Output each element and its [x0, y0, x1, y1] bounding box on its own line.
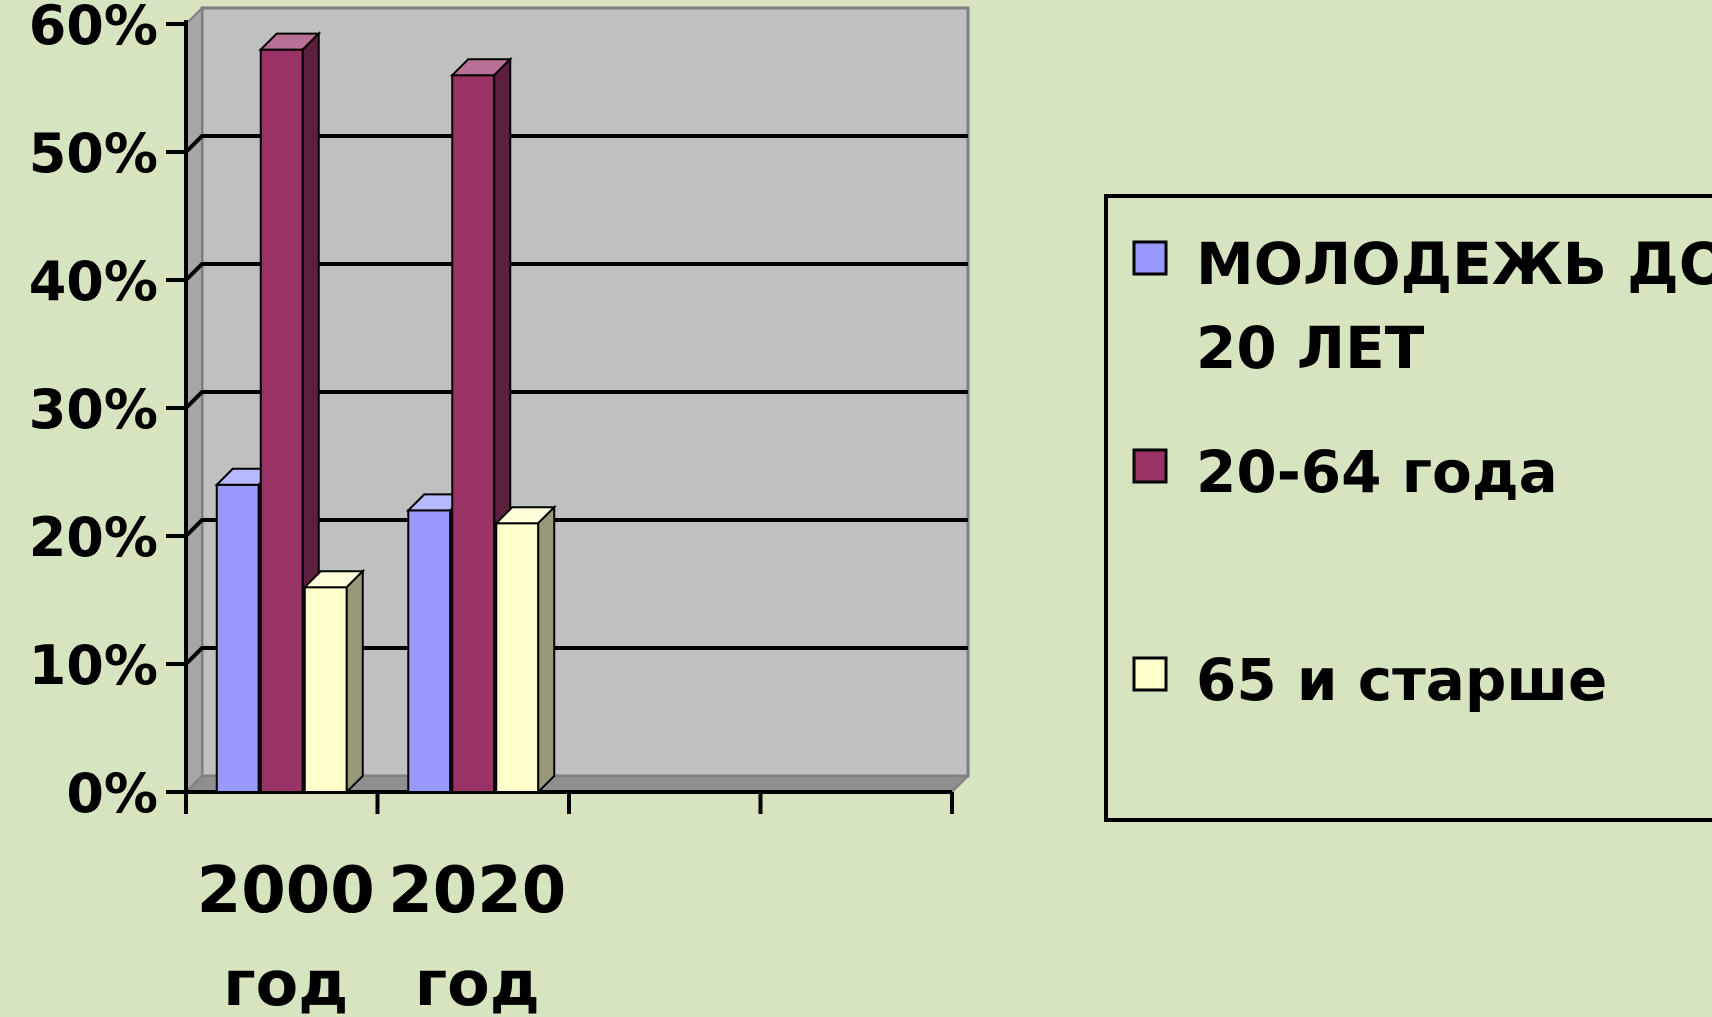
bar-side-3-2000: [345, 568, 364, 795]
x-tick-label-line2: год: [415, 947, 540, 1017]
bar-3-2020: [495, 522, 540, 793]
x-tick-label: 2020: [388, 854, 566, 928]
x-tick-label-line2: год: [223, 947, 348, 1017]
plot-area: 0% 10% 20% 30% 40% 50% 60% 2000 год 2020 год: [29, 0, 971, 1017]
gridline: [184, 390, 968, 410]
y-tick-label: 30%: [29, 378, 158, 441]
legend-swatch-1: [1132, 240, 1168, 276]
legend-box: [1104, 194, 1712, 822]
legend-label-1: 20 ЛЕТ: [1196, 314, 1425, 382]
bar-3-2000: [303, 586, 348, 794]
gridline: [184, 646, 968, 666]
y-tick-label: 10%: [29, 634, 158, 697]
legend-swatch-2: [1132, 448, 1168, 484]
gridline: [184, 518, 968, 538]
legend-label-1: МОЛОДЕЖЬ ДО: [1196, 230, 1712, 298]
x-tick-label: 2000: [197, 854, 375, 928]
y-tick-label: 40%: [29, 250, 158, 313]
bar-1-2020: [407, 509, 452, 793]
y-tick-label: 0%: [66, 762, 158, 825]
legend-label-2: 20-64 года: [1196, 438, 1558, 506]
bar-side-3-2020: [537, 504, 556, 795]
legend: МОЛОДЕЖЬ ДО 20 ЛЕТ 20-64 года 65 и старше: [1104, 194, 1712, 822]
y-tick-label: 60%: [29, 0, 158, 57]
legend-label-3: 65 и старше: [1196, 646, 1607, 714]
bar-2-2020: [451, 74, 496, 793]
gridline: [184, 134, 968, 154]
y-tick-label: 50%: [29, 122, 158, 185]
gridline: [184, 262, 968, 282]
bar-1-2000: [215, 483, 260, 793]
legend-swatch-3: [1132, 656, 1168, 692]
bar-2-2000: [259, 48, 304, 794]
y-tick-label: 20%: [29, 506, 158, 569]
